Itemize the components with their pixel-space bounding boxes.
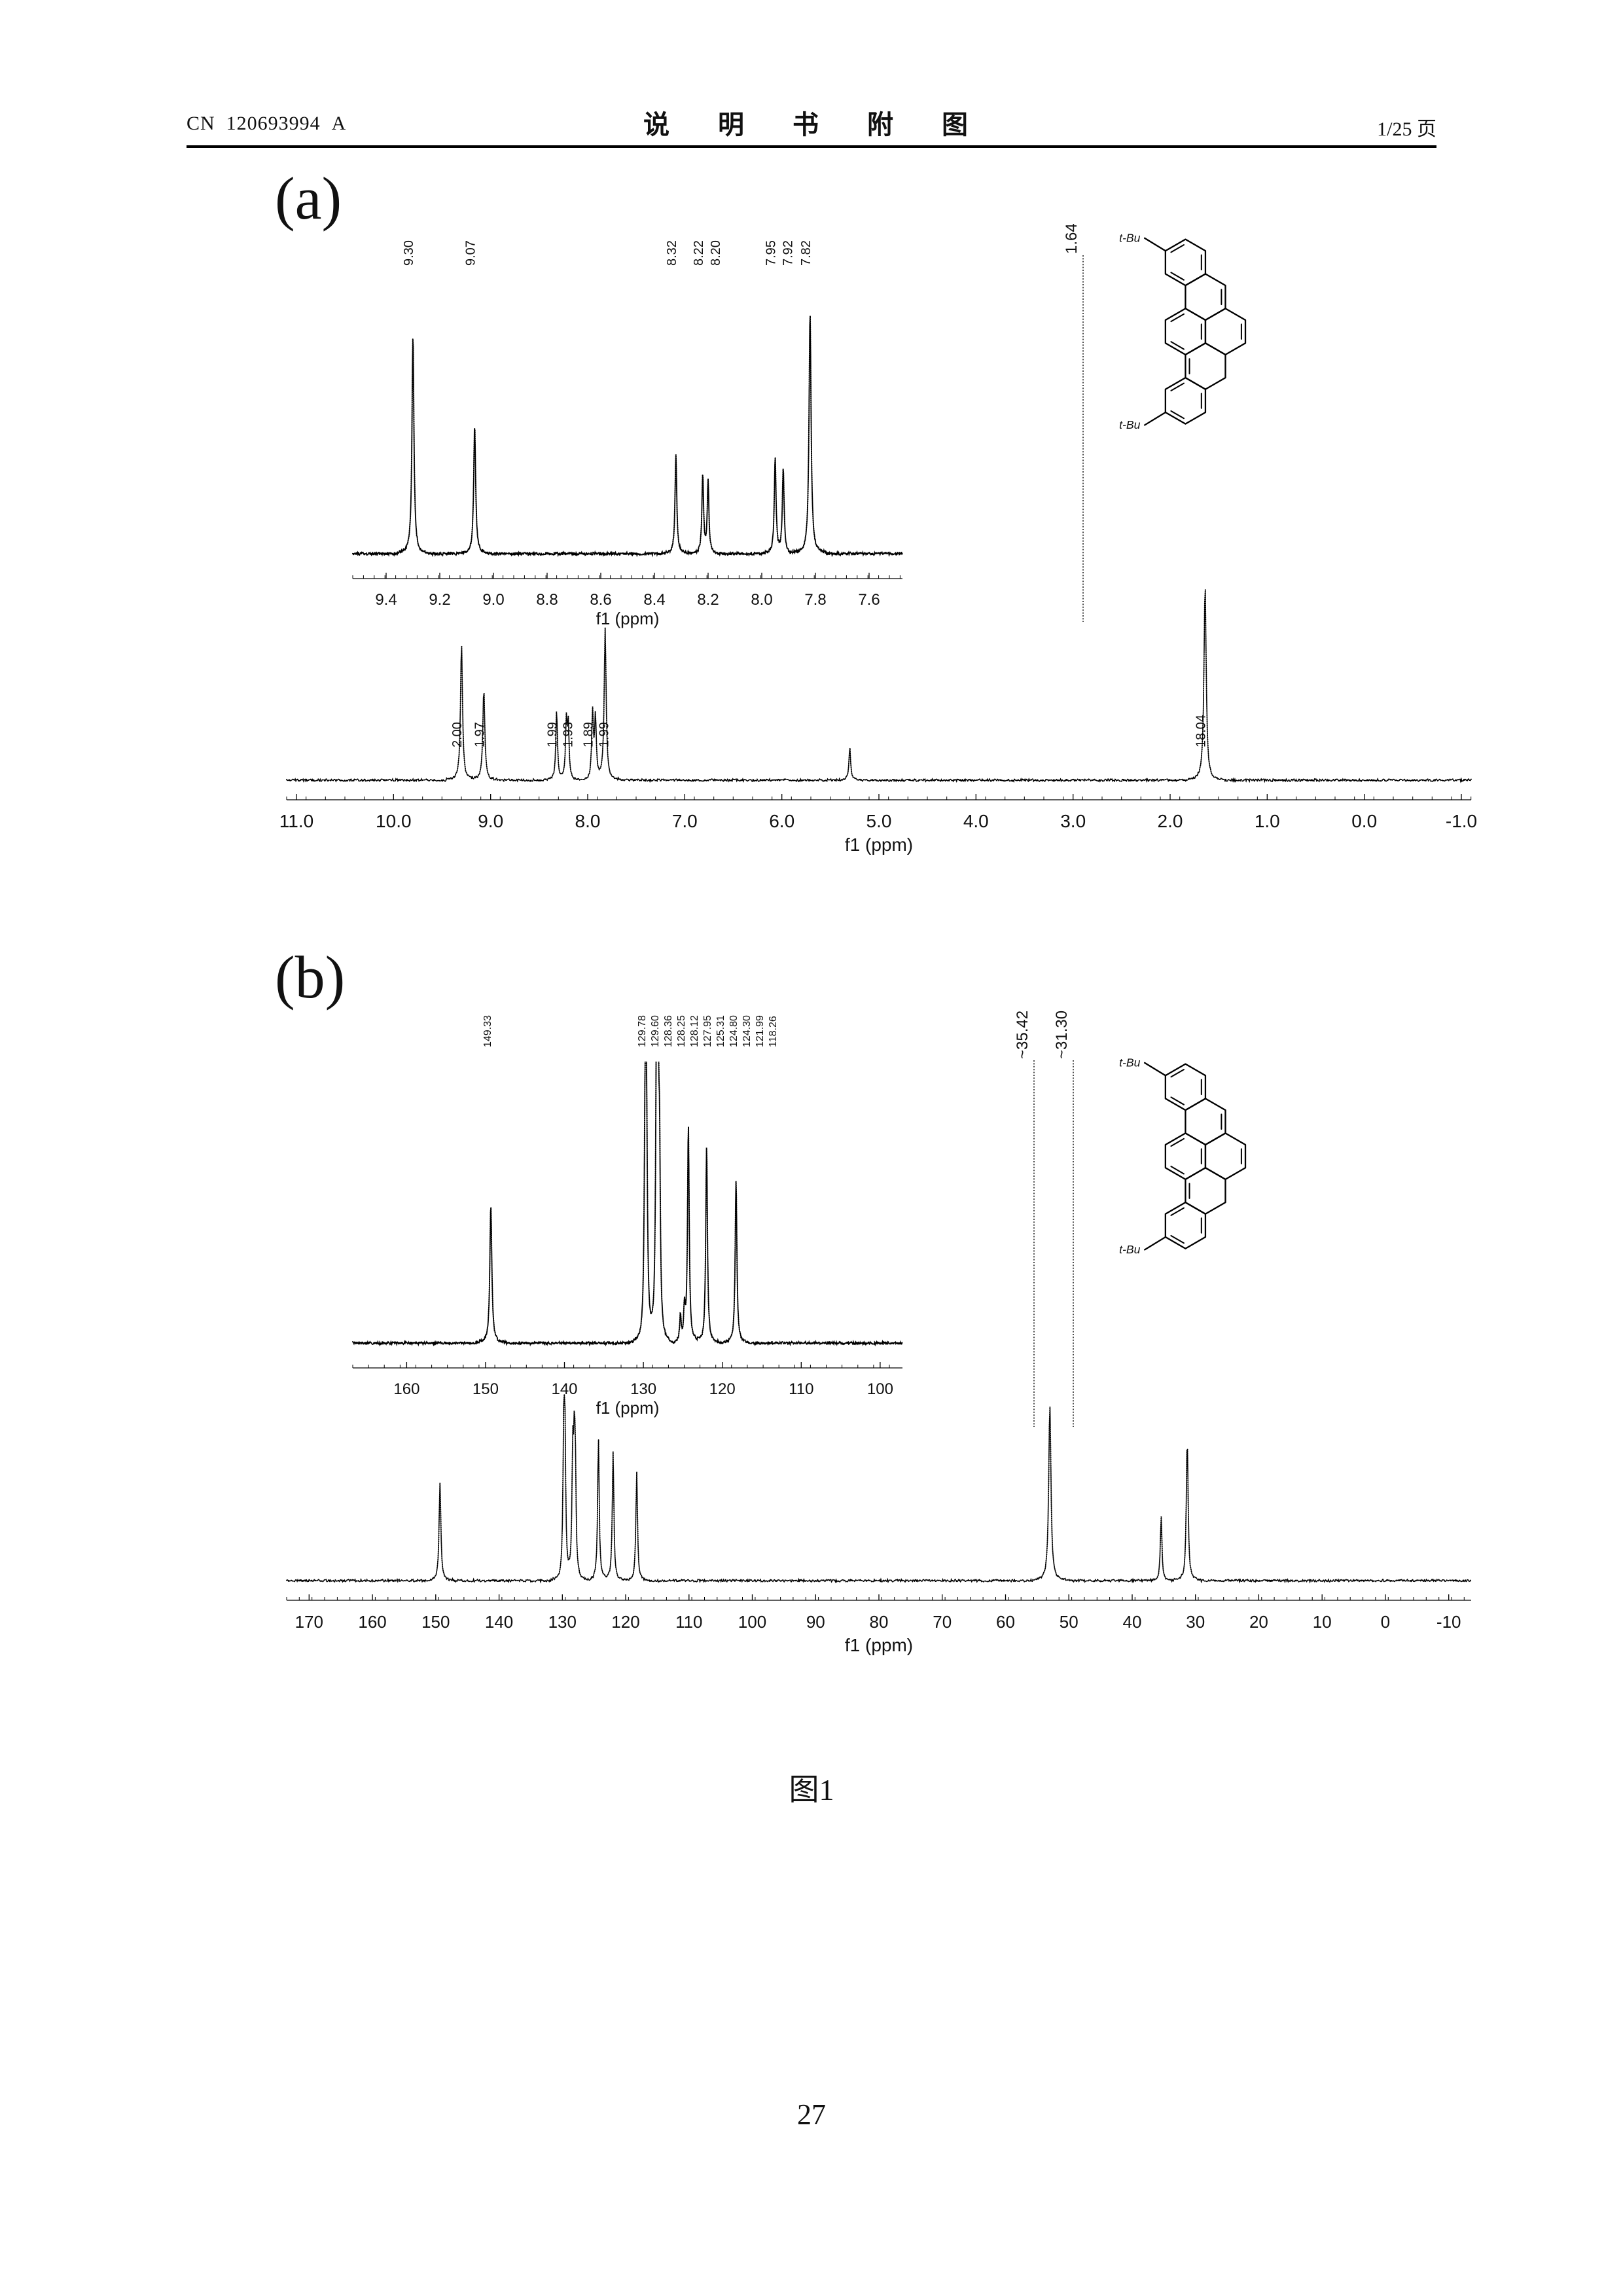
svg-text:f1 (ppm): f1 (ppm) [845,834,913,855]
svg-text:50: 50 [1060,1612,1079,1632]
svg-text:30: 30 [1186,1612,1205,1632]
svg-text:9.07: 9.07 [463,240,478,266]
svg-text:7.95: 7.95 [764,240,779,266]
svg-text:7.0: 7.0 [672,811,698,831]
svg-text:150: 150 [421,1612,450,1632]
svg-text:8.32: 8.32 [665,240,679,266]
svg-text:5.0: 5.0 [866,811,892,831]
svg-text:9.30: 9.30 [402,240,416,266]
svg-text:127.95: 127.95 [702,1015,713,1047]
svg-text:0.0: 0.0 [1351,811,1377,831]
svg-text:9.0: 9.0 [478,811,503,831]
svg-text:80: 80 [870,1612,889,1632]
svg-text:10: 10 [1313,1612,1332,1632]
svg-text:f1 (ppm): f1 (ppm) [845,1635,913,1655]
svg-text:~31.30: ~31.30 [1053,1011,1071,1059]
svg-text:129.78: 129.78 [637,1015,648,1047]
svg-text:170: 170 [295,1612,323,1632]
svg-text:-10: -10 [1436,1612,1461,1632]
svg-text:40: 40 [1123,1612,1142,1632]
svg-text:t-Bu: t-Bu [1119,231,1141,244]
svg-text:128.25: 128.25 [676,1015,687,1047]
svg-text:8.0: 8.0 [575,811,601,831]
svg-text:121.99: 121.99 [755,1015,766,1047]
svg-text:160: 160 [358,1612,386,1632]
svg-text:t-Bu: t-Bu [1119,1243,1141,1256]
svg-text:~35.42: ~35.42 [1014,1011,1031,1059]
svg-text:8.22: 8.22 [692,240,706,266]
svg-text:8.20: 8.20 [709,240,723,266]
svg-text:1.64: 1.64 [1063,223,1080,254]
svg-text:128.36: 128.36 [663,1015,674,1047]
svg-text:7.92: 7.92 [781,240,796,266]
svg-text:110: 110 [675,1612,702,1632]
svg-text:4.0: 4.0 [963,811,989,831]
svg-text:1.0: 1.0 [1255,811,1280,831]
svg-text:t-Bu: t-Bu [1119,418,1141,431]
svg-text:130: 130 [548,1612,577,1632]
svg-text:125.31: 125.31 [715,1015,726,1047]
svg-text:60: 60 [996,1612,1015,1632]
svg-text:-1.0: -1.0 [1446,811,1477,831]
svg-text:124.80: 124.80 [728,1015,740,1047]
svg-text:149.33: 149.33 [482,1015,493,1047]
svg-text:140: 140 [485,1612,513,1632]
svg-text:6.0: 6.0 [769,811,794,831]
svg-text:7.82: 7.82 [799,240,813,266]
svg-text:100: 100 [738,1612,766,1632]
svg-text:70: 70 [933,1612,952,1632]
svg-text:118.26: 118.26 [768,1016,779,1047]
svg-text:129.60: 129.60 [650,1015,661,1047]
svg-text:t-Bu: t-Bu [1119,1056,1141,1069]
svg-text:3.0: 3.0 [1060,811,1086,831]
svg-text:20: 20 [1249,1612,1268,1632]
svg-text:0: 0 [1381,1612,1390,1632]
svg-text:2.0: 2.0 [1158,811,1183,831]
svg-text:90: 90 [806,1612,825,1632]
svg-text:11.0: 11.0 [279,811,313,831]
svg-text:10.0: 10.0 [376,811,412,831]
svg-text:120: 120 [611,1612,639,1632]
svg-text:128.12: 128.12 [689,1015,700,1047]
svg-text:124.30: 124.30 [741,1015,753,1047]
